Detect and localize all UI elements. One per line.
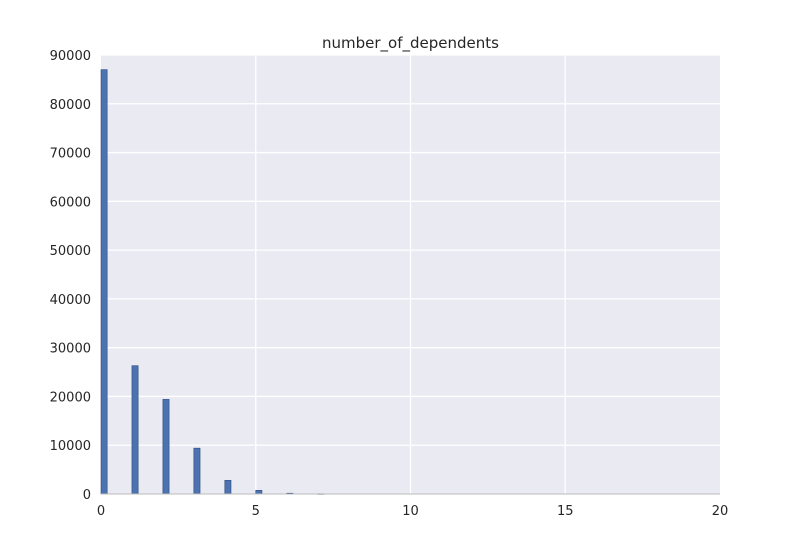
y-tick-label: 30000 (50, 342, 91, 357)
x-tick-labels: 0 5 10 15 20 (97, 504, 728, 519)
y-tick-label: 50000 (50, 244, 91, 259)
histogram-bar (162, 399, 170, 495)
histogram-bar (255, 490, 263, 495)
y-tick-label: 40000 (50, 293, 91, 308)
histogram-bar (131, 365, 139, 495)
y-tick-label: 0 (83, 488, 91, 503)
y-tick-label: 70000 (50, 147, 91, 162)
y-tick-labels: 0 10000 20000 30000 40000 50000 60000 70000 8000… (50, 49, 91, 503)
x-tick-label: 20 (712, 504, 729, 519)
grid-lines (101, 54, 720, 494)
x-tick-label: 0 (97, 504, 105, 519)
histogram-bar (193, 447, 201, 495)
x-tick-label: 5 (252, 504, 260, 519)
y-tick-label: 60000 (50, 195, 91, 210)
chart-title: number_of_dependents (322, 34, 499, 53)
histogram-bar (224, 480, 232, 495)
x-tick-label: 15 (557, 504, 574, 519)
x-tick-label: 10 (402, 504, 419, 519)
y-tick-label: 90000 (50, 49, 91, 64)
y-tick-label: 80000 (50, 98, 91, 113)
y-tick-label: 10000 (50, 439, 91, 454)
histogram-bar (100, 69, 108, 495)
y-tick-label: 20000 (50, 390, 91, 405)
